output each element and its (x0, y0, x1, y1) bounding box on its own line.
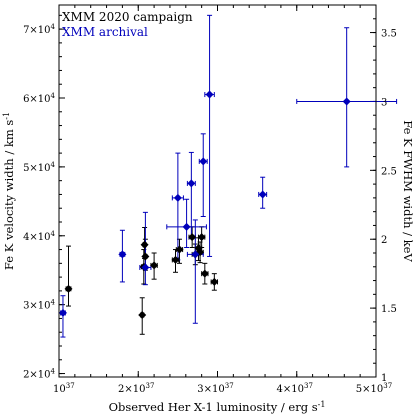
legend-entry-archival: XMM archival (62, 25, 148, 39)
y-tick-label-mantissa: 6×10 (23, 94, 50, 105)
y-axis-label-main: Fe K velocity width / km s (2, 120, 16, 270)
legend-entry-campaign: XMM 2020 campaign (62, 10, 193, 24)
x-tick-label: 2×1037 (118, 382, 154, 395)
x-tick-label-exponent: 37 (146, 382, 155, 390)
x-tick-label-mantissa: 3×10 (197, 384, 224, 395)
y2-tick-label: 1 (381, 373, 387, 384)
y-tick-label: 7×104 (23, 23, 55, 36)
y-axis-label-exponent: -1 (2, 112, 11, 120)
campaign-point (188, 233, 197, 242)
y2-tick-label: 2.5 (381, 166, 397, 177)
y2-tick-label: 3 (381, 97, 387, 108)
y-tick-label-exponent: 4 (51, 368, 56, 376)
x-tick-label-exponent: 37 (383, 382, 392, 390)
campaign-point (138, 311, 147, 319)
y-axis-label: Fe K velocity width / km s-1 (2, 112, 16, 270)
data-markers (58, 90, 351, 319)
x-axis-label-exponent: -1 (318, 400, 326, 409)
archival-point (191, 250, 200, 259)
campaign-point (197, 233, 206, 242)
x-tick-label-mantissa: 2×10 (118, 384, 145, 395)
y2-tick-label: 3.5 (381, 29, 397, 40)
x-tick-label-mantissa: 10 (53, 384, 66, 395)
plot-frame (58, 4, 377, 378)
archival-point (173, 193, 182, 202)
campaign-point (175, 245, 184, 254)
archival-point (258, 190, 267, 199)
y-tick-label-exponent: 4 (51, 23, 56, 31)
x-tick-label: 1037 (53, 382, 75, 395)
legend: XMM 2020 campaign XMM archival (62, 10, 193, 39)
campaign-point (200, 269, 209, 278)
x-tick-label-exponent: 37 (225, 382, 234, 390)
x-tick-label-exponent: 37 (304, 382, 313, 390)
archival-point (58, 308, 67, 317)
y-tick-label-exponent: 4 (51, 92, 56, 100)
campaign-point (150, 261, 159, 270)
archival-point (199, 157, 208, 166)
y-tick-label-mantissa: 5×10 (23, 163, 50, 174)
y-tick-label: 6×104 (23, 92, 55, 105)
campaign-point (64, 284, 73, 293)
x-tick-label: 4×1037 (277, 382, 313, 395)
campaign-point (171, 255, 180, 264)
x-tick-label-exponent: 37 (66, 382, 75, 390)
y-tick-label-mantissa: 3×10 (23, 301, 50, 312)
archival-point (118, 250, 127, 259)
y-tick-label: 3×104 (23, 299, 55, 312)
y-tick-label-mantissa: 2×10 (23, 370, 50, 381)
y-tick-label-mantissa: 7×10 (23, 25, 50, 36)
archival-point (205, 90, 214, 99)
x-tick-label: 5×1037 (356, 382, 392, 395)
campaign-point (210, 277, 219, 286)
x-tick-label: 3×1037 (197, 382, 233, 395)
y-tick-label-exponent: 4 (51, 230, 56, 238)
y2-axis-label: Fe K FWHM width / keV (401, 120, 415, 262)
campaign-point (140, 240, 149, 249)
y2-tick-label: 2 (381, 235, 387, 246)
x-tick-label-mantissa: 5×10 (356, 384, 383, 395)
error-bars (60, 14, 398, 338)
x-axis-label-main: Observed Her X-1 luminosity / erg s (109, 400, 318, 414)
archival-point (141, 263, 150, 272)
y-tick-label-mantissa: 4×10 (23, 232, 50, 243)
campaign-point (141, 252, 150, 261)
y-tick-label: 2×104 (23, 368, 55, 381)
x-tick-label-mantissa: 4×10 (277, 384, 304, 395)
y-tick-label: 5×104 (23, 161, 55, 174)
axis-ticks (58, 5, 377, 378)
archival-point (182, 222, 191, 231)
x-axis-label: Observed Her X-1 luminosity / erg s-1 (109, 400, 326, 414)
y2-tick-label: 1.5 (381, 304, 397, 315)
y-tick-label: 4×104 (23, 230, 55, 243)
archival-point (187, 179, 196, 188)
archival-point (342, 97, 351, 106)
y-tick-label-exponent: 4 (51, 299, 56, 307)
y-tick-label-exponent: 4 (51, 161, 56, 169)
